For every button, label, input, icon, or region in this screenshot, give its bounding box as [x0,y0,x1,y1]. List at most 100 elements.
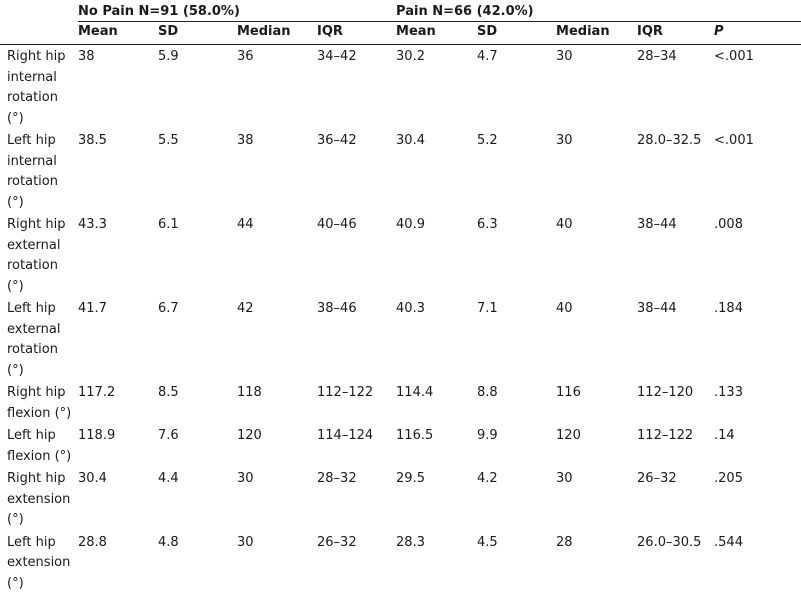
cell-no-pain-sd: 4.4 [158,467,237,531]
cell-no-pain-sd: 6.1 [158,213,237,297]
cell-p-value: .544 [714,531,801,594]
row-label: Right hip flexion (°) [0,381,78,424]
cell-pain-iqr: 112–122 [637,424,714,467]
col-header-no-pain-mean: Mean [78,22,158,45]
cell-p-value: .008 [714,213,801,297]
row-label: Right hip internal rotation (°) [0,45,78,130]
cell-no-pain-iqr: 26–32 [317,531,396,594]
row-label: Left hip flexion (°) [0,424,78,467]
cell-p-value: <.001 [714,45,801,130]
col-header-no-pain-median: Median [237,22,317,45]
cell-pain-sd: 5.2 [477,129,556,213]
cell-pain-mean: 29.5 [396,467,477,531]
cell-no-pain-mean: 28.8 [78,531,158,594]
cell-pain-median: 40 [556,297,637,381]
cell-pain-sd: 8.8 [477,381,556,424]
col-header-p-value: P [714,22,801,45]
cell-no-pain-mean: 117.2 [78,381,158,424]
cell-pain-iqr: 112–120 [637,381,714,424]
cell-pain-median: 120 [556,424,637,467]
cell-no-pain-sd: 4.8 [158,531,237,594]
cell-pain-iqr: 28.0–32.5 [637,129,714,213]
cell-pain-mean: 30.2 [396,45,477,130]
row-label: Left hip internal rotation (°) [0,129,78,213]
cell-pain-median: 30 [556,45,637,130]
cell-no-pain-median: 118 [237,381,317,424]
cell-no-pain-sd: 8.5 [158,381,237,424]
cell-no-pain-sd: 6.7 [158,297,237,381]
cell-pain-iqr: 26.0–30.5 [637,531,714,594]
cell-no-pain-iqr: 114–124 [317,424,396,467]
cell-no-pain-median: 36 [237,45,317,130]
cell-no-pain-mean: 43.3 [78,213,158,297]
group-header-row: No Pain N=91 (58.0%) Pain N=66 (42.0%) [0,0,801,22]
cell-pain-sd: 4.2 [477,467,556,531]
cell-pain-sd: 7.1 [477,297,556,381]
cell-no-pain-median: 42 [237,297,317,381]
cell-no-pain-sd: 7.6 [158,424,237,467]
cell-p-value: <.001 [714,129,801,213]
cell-no-pain-iqr: 34–42 [317,45,396,130]
cell-pain-mean: 116.5 [396,424,477,467]
cell-p-value: .184 [714,297,801,381]
cell-no-pain-iqr: 112–122 [317,381,396,424]
cell-pain-mean: 40.3 [396,297,477,381]
cell-pain-sd: 6.3 [477,213,556,297]
cell-no-pain-mean: 38.5 [78,129,158,213]
cell-pain-mean: 114.4 [396,381,477,424]
cell-no-pain-median: 38 [237,129,317,213]
cell-no-pain-median: 30 [237,467,317,531]
cell-p-value: .133 [714,381,801,424]
cell-pain-mean: 28.3 [396,531,477,594]
col-header-pain-sd: SD [477,22,556,45]
cell-pain-iqr: 28–34 [637,45,714,130]
col-header-no-pain-sd: SD [158,22,237,45]
col-header-no-pain-iqr: IQR [317,22,396,45]
cell-p-value: .205 [714,467,801,531]
cell-no-pain-mean: 41.7 [78,297,158,381]
cell-no-pain-mean: 38 [78,45,158,130]
row-label: Left hip external rotation (°) [0,297,78,381]
cell-pain-iqr: 38–44 [637,297,714,381]
row-label: Right hip extension (°) [0,467,78,531]
cell-no-pain-iqr: 40–46 [317,213,396,297]
cell-pain-median: 40 [556,213,637,297]
cell-pain-mean: 40.9 [396,213,477,297]
cell-pain-median: 30 [556,129,637,213]
cell-no-pain-mean: 118.9 [78,424,158,467]
cell-no-pain-median: 120 [237,424,317,467]
cell-pain-sd: 4.7 [477,45,556,130]
cell-pain-median: 116 [556,381,637,424]
cell-p-value: .14 [714,424,801,467]
empty-corner-cell [0,0,78,22]
cell-no-pain-iqr: 38–46 [317,297,396,381]
group-header-no-pain: No Pain N=91 (58.0%) [78,0,396,22]
group-header-pain: Pain N=66 (42.0%) [396,0,801,22]
cell-pain-median: 30 [556,467,637,531]
cell-pain-sd: 4.5 [477,531,556,594]
column-header-row: Mean SD Median IQR Mean SD Median IQR P [0,22,801,45]
cell-pain-median: 28 [556,531,637,594]
empty-label-header [0,22,78,45]
cell-pain-iqr: 26–32 [637,467,714,531]
col-header-pain-mean: Mean [396,22,477,45]
col-header-pain-iqr: IQR [637,22,714,45]
row-label: Right hip external rotation (°) [0,213,78,297]
cell-pain-sd: 9.9 [477,424,556,467]
cell-no-pain-median: 30 [237,531,317,594]
cell-no-pain-iqr: 36–42 [317,129,396,213]
cell-no-pain-sd: 5.9 [158,45,237,130]
cell-no-pain-mean: 30.4 [78,467,158,531]
cell-no-pain-median: 44 [237,213,317,297]
cell-pain-mean: 30.4 [396,129,477,213]
